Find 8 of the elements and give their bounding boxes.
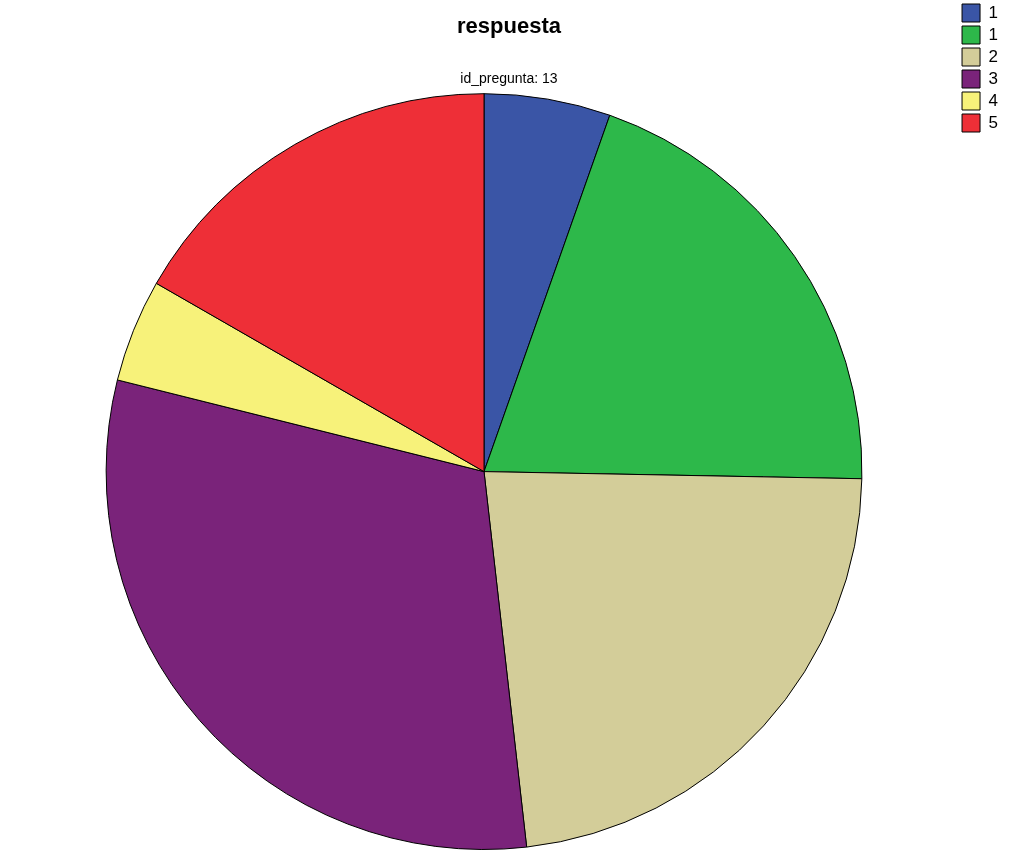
text: respuesta	[457, 13, 562, 39]
legend-label: 5	[988, 112, 999, 132]
legend-label: 1	[988, 2, 999, 22]
legend-label: 4	[988, 90, 999, 110]
legend-label: 1	[988, 24, 999, 44]
legend-label: 3	[988, 68, 999, 88]
text: id_pregunta: 13	[460, 69, 558, 86]
legend-label: 2	[988, 46, 999, 66]
